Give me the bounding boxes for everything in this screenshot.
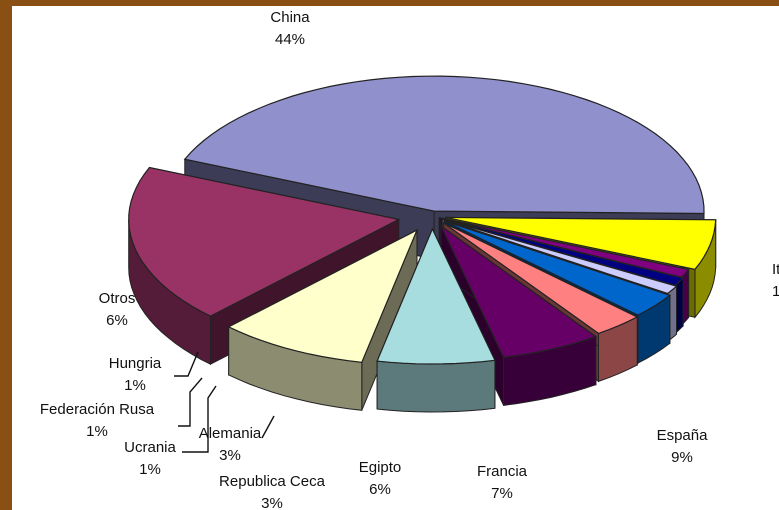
- slice-value-egipto: 6%: [369, 481, 391, 498]
- leader-line: [174, 351, 199, 377]
- slice-label-hungria: Hungria: [109, 355, 162, 372]
- slice-top: [227, 228, 419, 363]
- slice-label-ucrania: Ucrania: [124, 439, 176, 456]
- slice-top: [376, 227, 496, 365]
- slice-top: [128, 166, 401, 317]
- slice-labels: China 44% Italia 19% España 9% Francia 7% Egipto…: [40, 9, 779, 510]
- slice-value-ucrania: 1%: [139, 461, 161, 478]
- pie-slices: [128, 75, 717, 413]
- slice-label-francia: Francia: [477, 463, 528, 480]
- slice-top: [445, 216, 717, 270]
- chart-frame: China 44% Italia 19% España 9% Francia 7% Egipto…: [12, 6, 779, 510]
- leader-line: [178, 377, 203, 427]
- slice-value-china: 44%: [275, 31, 305, 48]
- slice-value-federaci-n-rusa: 1%: [86, 423, 108, 440]
- slice-value-alemania: 3%: [219, 447, 241, 464]
- slice-francia: [376, 227, 496, 413]
- pie-chart: China 44% Italia 19% España 9% Francia 7% Egipto…: [40, 9, 779, 510]
- slice-top: [183, 75, 705, 215]
- slice-top: [444, 220, 672, 316]
- slice-top: [439, 224, 598, 359]
- slice-label-federaci-n-rusa: Federación Rusa: [40, 401, 155, 418]
- slice-value-italia: 19%: [772, 283, 779, 300]
- slice-label-republica-ceca: Republica Ceca: [219, 473, 326, 490]
- slice-label-china: China: [270, 9, 310, 26]
- slice-value-republica-ceca: 3%: [261, 495, 283, 510]
- slice-value-otros: 6%: [106, 312, 128, 329]
- slice-espa-a: [227, 228, 419, 411]
- slice-value-hungria: 1%: [124, 377, 146, 394]
- slice-top: [443, 222, 639, 335]
- slice-label-alemania: Alemania: [199, 425, 262, 442]
- slice-label-espa-a: España: [657, 427, 709, 444]
- slice-label-otros: Otros: [99, 290, 136, 307]
- slice-value-francia: 7%: [491, 485, 513, 502]
- slice-top: [442, 218, 678, 295]
- slice-label-egipto: Egipto: [359, 459, 402, 476]
- slice-label-italia: Italia: [772, 261, 779, 278]
- slice-value-espa-a: 9%: [671, 449, 693, 466]
- leader-line: [182, 385, 217, 453]
- slice-outer-wall: [376, 359, 496, 413]
- leader-lines: [174, 351, 275, 453]
- leader-line: [261, 415, 275, 439]
